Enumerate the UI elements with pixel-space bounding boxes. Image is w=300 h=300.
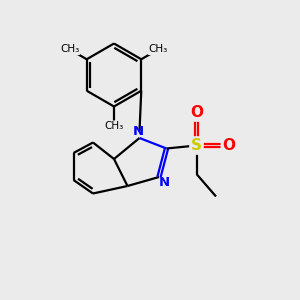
Text: CH₃: CH₃: [60, 44, 80, 55]
Text: S: S: [191, 138, 202, 153]
Text: CH₃: CH₃: [104, 121, 124, 131]
Text: N: N: [159, 176, 170, 189]
Text: O: O: [190, 105, 203, 120]
Text: O: O: [222, 138, 236, 153]
Text: N: N: [132, 125, 144, 138]
Text: CH₃: CH₃: [148, 44, 168, 55]
